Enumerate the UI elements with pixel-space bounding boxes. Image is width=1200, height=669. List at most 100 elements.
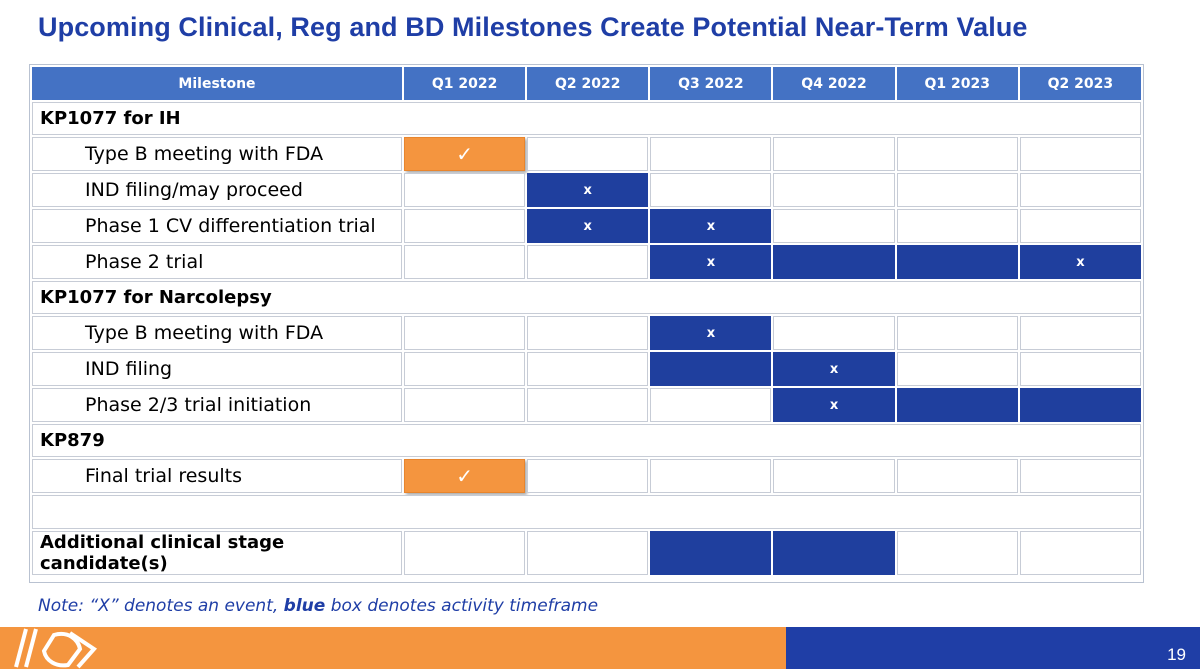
cell-q1-2023 [896,352,1018,386]
cell-q2-2022 [527,531,649,575]
milestone-row: Type B meeting with FDA x [32,316,1141,350]
cell-q2-2023 [1019,209,1141,243]
cell-q2-2022 [527,352,649,386]
milestone-label: IND filing [32,352,402,386]
activity-cell-q1-2023 [896,245,1018,279]
group-row: KP1077 for Narcolepsy [32,281,1141,314]
footer-blue-bar [786,627,1200,669]
cell-q1-2023 [896,459,1018,493]
cell-q1-2022 [404,316,526,350]
cell-q1-2023 [896,209,1018,243]
milestone-label: Type B meeting with FDA [32,316,402,350]
event-marker: x [706,325,716,341]
note-suffix: box denotes activity timeframe [325,596,599,616]
cell-q2-2023 [1019,352,1141,386]
header-q2-2023: Q2 2023 [1019,67,1141,100]
cell-q3-2022: x [650,209,772,243]
cell-q1-2022: ✓ [404,137,526,171]
activity-cell-q4-2022 [773,531,895,575]
event-marker: x [706,218,716,234]
header-q2-2022: Q2 2022 [527,67,649,100]
group-label: KP879 [32,424,1141,457]
event-marker: x [583,182,592,198]
milestone-row: Final trial results ✓ [32,459,1141,493]
milestone-table: Milestone Q1 2022 Q2 2022 Q3 2022 Q4 202… [30,65,1143,577]
cell-q2-2022: x [527,173,649,207]
cell-q1-2022 [404,531,526,575]
milestone-table-body: KP1077 for IH Type B meeting with FDA ✓ IND… [32,102,1141,575]
cell-q2-2023 [1019,459,1141,493]
header-q1-2022: Q1 2022 [404,67,526,100]
group-row: KP879 [32,424,1141,457]
cell-q4-2022 [773,316,895,350]
activity-cell-q3-2022 [650,352,772,386]
header-q1-2023: Q1 2023 [896,67,1018,100]
cell-q1-2022 [404,352,526,386]
cell-q4-2022 [773,459,895,493]
cell-q4-2022: x [773,388,895,422]
activity-cell-q4-2022 [773,245,895,279]
milestone-row: IND filing x [32,352,1141,386]
cell-q2-2022 [527,459,649,493]
spacer-row [32,495,1141,529]
milestone-label: Phase 2/3 trial initiation [32,388,402,422]
milestone-label: Final trial results [32,459,402,493]
milestone-label: IND filing/may proceed [32,173,402,207]
activity-cell-q2-2023 [1019,388,1141,422]
cell-q1-2022: ✓ [404,459,526,493]
cell-q4-2022: x [773,352,895,386]
cell-q2-2022 [527,245,649,279]
group-label: KP1077 for Narcolepsy [32,281,1141,314]
slide-title: Upcoming Clinical, Reg and BD Milestones… [38,12,1028,42]
table-header-row: Milestone Q1 2022 Q2 2022 Q3 2022 Q4 202… [32,67,1141,100]
cell-q2-2022: x [527,209,649,243]
cell-q4-2022 [773,173,895,207]
checkmark-icon: ✓ [456,464,473,488]
cell-q3-2022 [650,459,772,493]
cell-q1-2023 [896,137,1018,171]
cell-q2-2023 [1019,316,1141,350]
cell-q2-2022 [527,316,649,350]
page-number: 19 [1167,645,1186,664]
activity-cell-q1-2023 [896,388,1018,422]
milestone-row: Type B meeting with FDA ✓ [32,137,1141,171]
legend-note: Note: “X” denotes an event, blue box den… [38,596,598,616]
event-marker: x [706,254,716,270]
note-prefix: Note: “X” denotes an event, [38,596,284,616]
event-marker: x [1076,254,1085,270]
group-row: KP1077 for IH [32,102,1141,135]
note-bold: blue [283,596,326,616]
cell-q2-2023: x [1019,245,1141,279]
header-q4-2022: Q4 2022 [773,67,895,100]
milestone-row: Phase 2/3 trial initiation x [32,388,1141,422]
cell-q2-2022 [527,388,649,422]
cell-q3-2022: x [650,245,772,279]
milestone-row: Phase 1 CV differentiation trial x x [32,209,1141,243]
event-marker: x [829,361,839,377]
milestone-row: Phase 2 trial x x [32,245,1141,279]
cell-q3-2022: x [650,316,772,350]
cell-q1-2022 [404,173,526,207]
milestone-label: Phase 2 trial [32,245,402,279]
spacer-cell [32,495,1141,529]
milestone-row: IND filing/may proceed x [32,173,1141,207]
cell-q1-2022 [404,388,526,422]
cell-q3-2022 [650,173,772,207]
additional-candidates-label: Additional clinical stage candidate(s) [32,531,402,575]
header-q3-2022: Q3 2022 [650,67,772,100]
group-label: KP1077 for IH [32,102,1141,135]
cell-q2-2023 [1019,173,1141,207]
header-milestone: Milestone [32,67,402,100]
activity-cell-q3-2022 [650,531,772,575]
event-marker: x [583,218,592,234]
cell-q2-2023 [1019,137,1141,171]
additional-candidates-row: Additional clinical stage candidate(s) [32,531,1141,575]
milestone-label: Phase 1 CV differentiation trial [32,209,402,243]
checkmark-icon: ✓ [456,142,473,166]
cell-q2-2023 [1019,531,1141,575]
cell-q1-2022 [404,209,526,243]
cell-q1-2023 [896,173,1018,207]
cell-q4-2022 [773,209,895,243]
milestone-label: Type B meeting with FDA [32,137,402,171]
event-marker: x [829,397,839,413]
